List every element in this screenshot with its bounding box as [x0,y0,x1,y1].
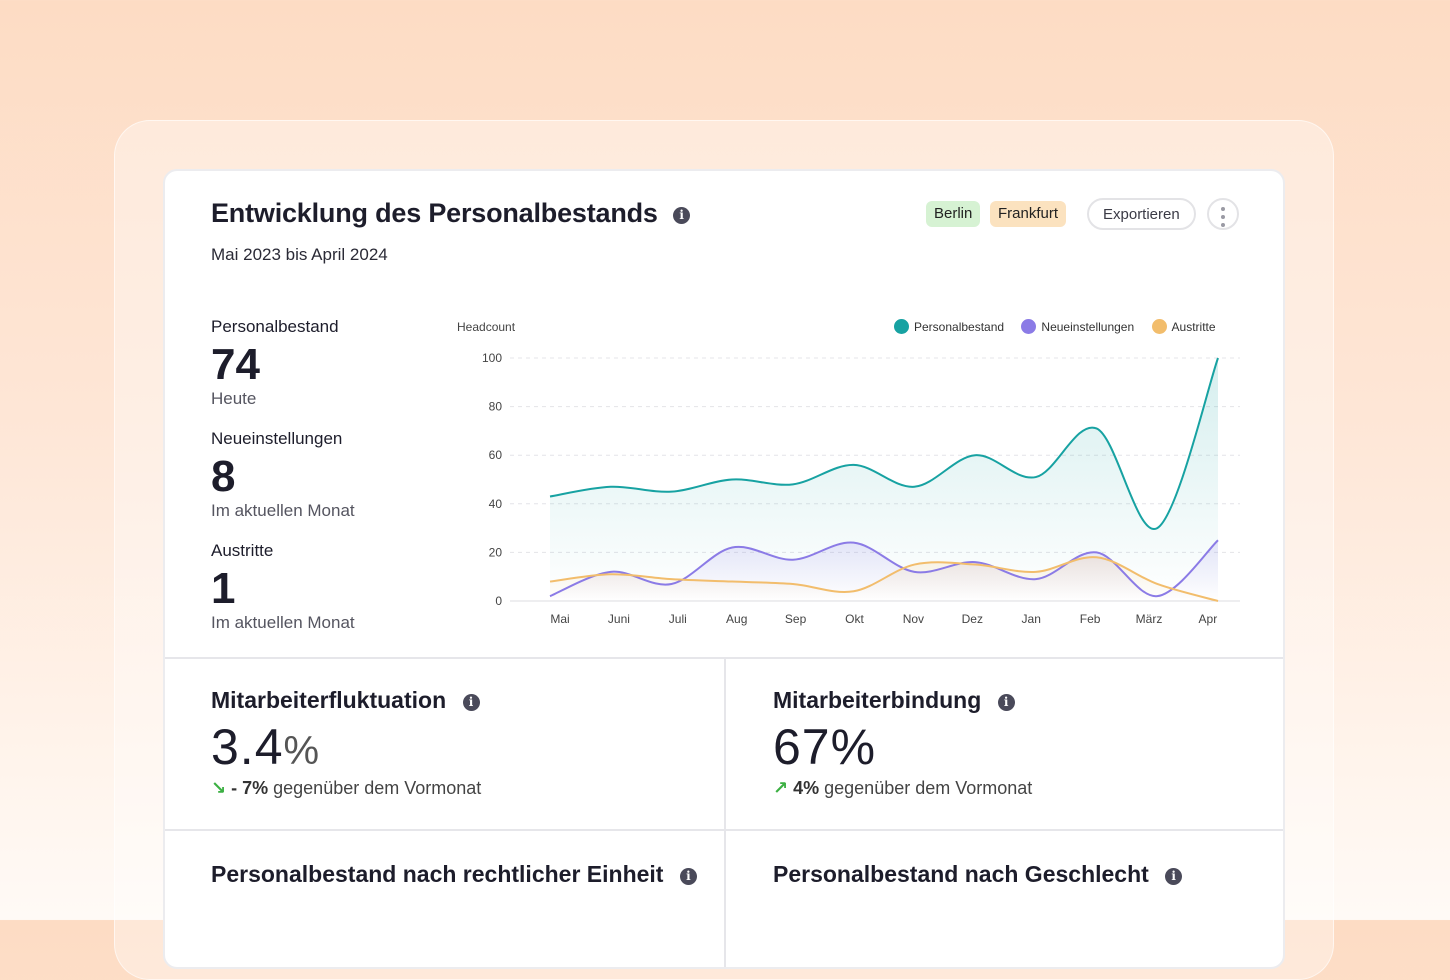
kpi-value: 67 [773,719,831,775]
y-tick-label: 20 [489,545,503,559]
stat-personalbestand: Personalbestand 74 Heute [211,317,339,409]
section-title: Personalbestand nach Geschlecht [773,861,1149,887]
info-icon[interactable]: i [673,207,691,224]
x-tick-label: Mai [550,612,569,626]
kpi-title: Mitarbeiterbindung [773,687,982,713]
x-tick-label: Juni [608,612,630,626]
section-title: Personalbestand nach rechtlicher Einheit [211,861,664,887]
info-icon[interactable]: i [462,694,480,711]
x-tick-label: Feb [1080,612,1101,626]
kpi-unit: % [830,719,877,775]
x-tick-label: Sep [785,612,807,626]
kpi-change: 4% [793,778,820,798]
kpi-trend-text: gegenüber dem Vormonat [824,778,1033,798]
stat-label: Personalbestand [211,317,339,336]
stat-value: 8 [211,452,236,501]
stat-sub: Heute [211,389,257,408]
x-tick-label: Aug [726,612,747,626]
tag-berlin[interactable]: Berlin [926,201,981,227]
chart-legend: Personalbestand Neueinstellungen Austrit… [894,319,1216,334]
x-tick-label: März [1136,612,1163,626]
info-icon[interactable]: i [1165,868,1183,885]
more-options-icon[interactable] [1207,198,1239,230]
kpi-trend-text: gegenüber dem Vormonat [273,778,482,798]
x-tick-label: Okt [845,612,864,626]
headcount-chart: 0 20 40 60 80 100 Mai Juni Juli Aug Sep Okt Nov Dez Ja… [482,351,1240,626]
teal-dot-icon [894,319,909,334]
kpi-bindung: Mitarbeiterbindung i 67% ↗ 4% gegenüber … [773,687,1032,799]
stat-label: Austritte [211,541,274,560]
kpi-title: Mitarbeiterfluktuation [211,687,447,713]
divider [165,829,1283,831]
section-legal-entity: Personalbestand nach rechtlicher Einheit… [211,861,697,888]
stat-value: 1 [211,564,236,613]
title-text: Entwicklung des Personalbestands [211,198,658,228]
tag-frankfurt[interactable]: Frankfurt [990,201,1067,227]
stat-austritte: Austritte 1 Im aktuellen Monat [211,541,355,633]
kpi-change: - 7% [231,778,269,798]
kpi-value: 3.4 [211,719,284,775]
section-gender: Personalbestand nach Geschlecht i [773,861,1183,888]
info-icon[interactable]: i [997,694,1015,711]
trend-down-icon: ↘ [211,778,227,798]
kpi-fluktuation: Mitarbeiterfluktuation i 3.4% ↘ - 7% geg… [211,687,481,799]
series-line-austritte [549,556,1219,602]
y-axis-label: Headcount [457,320,516,334]
info-icon[interactable]: i [679,868,697,885]
orange-dot-icon [1151,319,1167,334]
x-tick-label: Jan [1022,612,1041,626]
export-button[interactable]: Exportieren [1087,198,1196,230]
x-tick-label: Juli [669,612,687,626]
purple-dot-icon [1021,319,1037,334]
legend-personalbestand[interactable]: Personalbestand [894,319,1005,334]
series-line-personalbestand [549,357,1219,530]
dashboard-card: Entwicklung des Personalbestands i Mai 2… [163,169,1285,969]
date-range: Mai 2023 bis April 2024 [211,245,388,264]
legend-label: Austritte [1171,320,1216,334]
x-tick-label: Apr [1199,612,1218,626]
stat-sub: Im aktuellen Monat [211,501,355,520]
x-tick-label: Dez [962,612,983,626]
kpi-unit: % [283,729,321,773]
divider [724,657,726,967]
stat-value: 74 [211,340,260,389]
y-tick-label: 40 [489,497,503,511]
y-tick-label: 0 [495,594,502,608]
y-tick-label: 100 [482,351,502,365]
stat-neueinstellungen: Neueinstellungen 8 Im aktuellen Monat [211,429,355,521]
stat-sub: Im aktuellen Monat [211,613,355,632]
legend-austritte[interactable]: Austritte [1151,319,1216,334]
y-tick-label: 60 [489,448,503,462]
x-tick-label: Nov [903,612,924,626]
series-area-personalbestand [550,358,1218,601]
legend-label: Neueinstellungen [1041,320,1135,334]
legend-neueinstellungen[interactable]: Neueinstellungen [1021,319,1135,334]
y-tick-label: 80 [489,400,503,414]
legend-label: Personalbestand [914,320,1005,334]
page-title: Entwicklung des Personalbestands i [211,198,691,229]
stat-label: Neueinstellungen [211,429,343,448]
trend-up-icon: ↗ [773,778,789,798]
